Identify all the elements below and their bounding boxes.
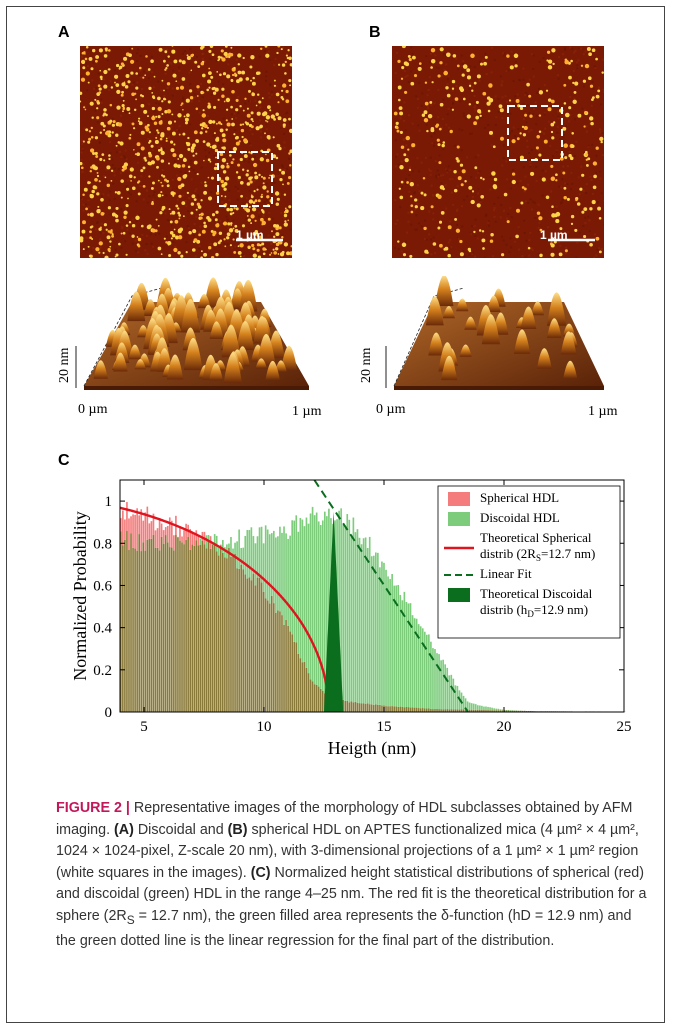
afm-image-b-canvas (392, 46, 604, 258)
height-distribution-chart: 5 10 15 20 25 0 0.2 0.4 0.6 0.8 1 Heigth (nm) Normal… (40, 468, 640, 763)
surface-peaks (425, 276, 578, 381)
y-tick-label: 0.6 (93, 578, 112, 594)
afm-image-a (80, 46, 292, 258)
caption-bold-c: (C) (250, 864, 271, 881)
caption-text-5: = 12.7 nm), the green filled area repres… (56, 907, 632, 949)
surface-outline (393, 287, 465, 387)
x-axis-label: Heigth (nm) (328, 738, 416, 759)
x-tick-label: 5 (140, 719, 148, 735)
caption-sub-s: S (126, 912, 135, 927)
x-start-a: 0 µm (78, 402, 108, 417)
y-tick-label: 0 (105, 705, 113, 721)
y-axis-label: Normalized Probability (70, 511, 90, 680)
legend-label-4: Theoretical Discoidal (480, 586, 593, 601)
afm-particles (393, 46, 604, 258)
y-tick-label: 1 (105, 494, 113, 510)
panel-label-a: A (58, 24, 70, 41)
z-label-b: 20 nm (359, 347, 374, 383)
caption-text-4: Normalized height statistical distributi… (56, 864, 647, 924)
caption-bold-b: (B) (227, 821, 248, 838)
legend-key-4 (448, 588, 470, 602)
histogram-bars (120, 502, 626, 712)
panel-label-b: B (369, 24, 381, 41)
figure-caption: FIGURE 2 | Representative images of the … (56, 798, 648, 952)
legend-label-4-line2: distrib (hD=12.9 nm) (480, 602, 588, 619)
scale-bar-b-label: 1 µm (540, 228, 568, 242)
legend-label-3: Linear Fit (480, 566, 532, 581)
surface-edge (394, 386, 604, 390)
caption-text-3: spherical HDL on APTES functionalized mi… (56, 821, 639, 881)
legend-label-1: Discoidal HDL (480, 510, 560, 525)
afm-3d-b-canvas (385, 276, 604, 390)
y-tick-label: 0.8 (93, 536, 112, 552)
z-label-a: 20 nm (57, 347, 72, 383)
series-linear-fit (313, 479, 469, 713)
x-tick-label: 20 (497, 719, 512, 735)
caption-bold-a: (A) (114, 821, 134, 838)
afm-image-b (392, 46, 604, 258)
legend-box (437, 485, 621, 639)
surface-outline (83, 287, 163, 387)
plot-frame (119, 479, 625, 713)
y-tick-label: 0.2 (93, 663, 112, 679)
x-tick-label: 15 (377, 719, 392, 735)
selection-square (217, 151, 273, 207)
series-theoretical-spherical (119, 506, 330, 713)
caption-text-1: Representative images of the morphology … (56, 800, 633, 838)
afm-background (392, 46, 604, 258)
series-theoretical-discoidal (324, 511, 344, 712)
legend-label-2: Theoretical Spherical (480, 530, 592, 545)
x-start-b: 0 µm (376, 402, 406, 417)
panel-label-c: C (58, 452, 70, 469)
surface-edge (84, 386, 309, 390)
chart-svg: 5 10 15 20 25 0 0.2 0.4 0.6 0.8 1 Heigth (nm) Normal… (70, 479, 632, 759)
scale-bar-a-label: 1 µm (236, 228, 264, 242)
afm-image-a-canvas (80, 46, 292, 258)
x-end-b: 1 µm (588, 404, 618, 419)
legend-key-0 (448, 492, 470, 506)
legend: Spherical HDL Discoidal HDL Theoretical Sp… (437, 485, 621, 639)
legend-key-1 (448, 512, 470, 526)
x-tick-label: 10 (257, 719, 272, 735)
caption-figure-label: FIGURE 2 | (56, 800, 130, 816)
afm-3d-a-canvas (75, 277, 309, 390)
y-tick-label: 0.4 (93, 621, 112, 637)
x-tick-label: 25 (617, 719, 632, 735)
selection-square (507, 105, 563, 161)
legend-label-0: Spherical HDL (480, 490, 559, 505)
afm-background (80, 46, 292, 258)
figure-frame (6, 6, 665, 1023)
afm-texture (394, 46, 604, 258)
legend-label-2-line2: distrib (2RS=12.7 nm) (480, 546, 595, 563)
afm-3d-b (380, 276, 610, 396)
x-end-a: 1 µm (292, 404, 322, 419)
surface-peaks (93, 277, 298, 383)
afm-3d-a (70, 276, 315, 396)
caption-text-2: Discoidal and (133, 821, 228, 838)
